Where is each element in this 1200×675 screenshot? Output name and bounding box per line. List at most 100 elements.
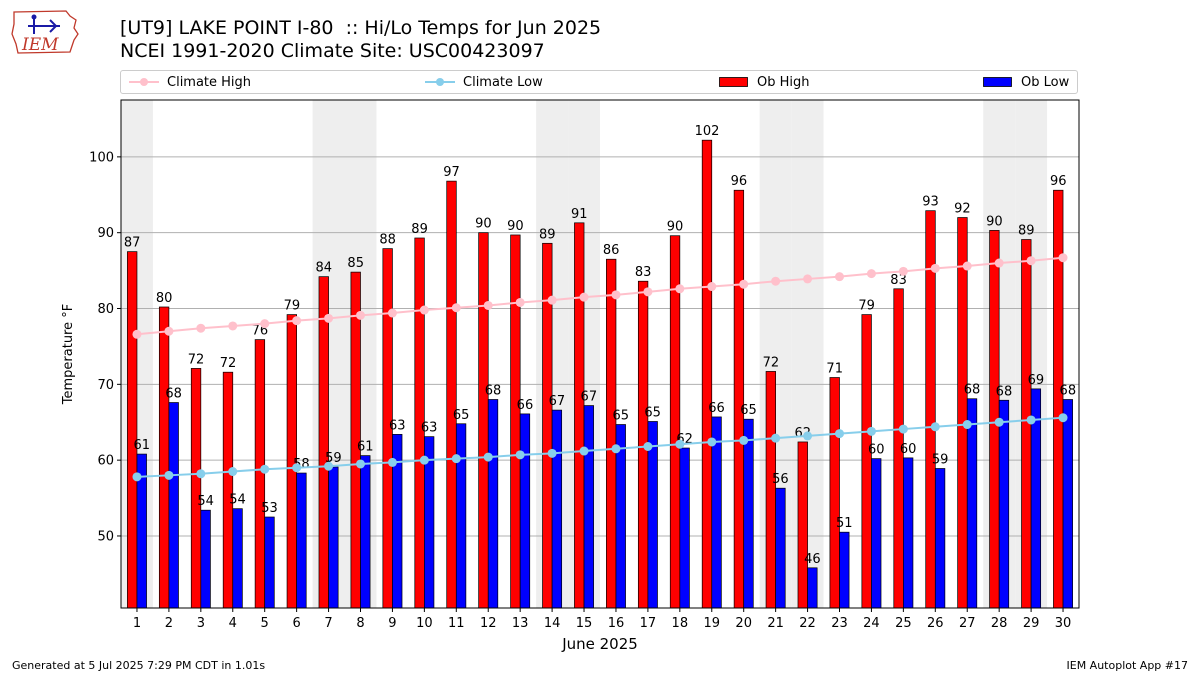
ob-low-bar <box>871 458 882 609</box>
x-tick-label: 17 <box>640 616 657 631</box>
ob-low-value-label: 56 <box>772 472 789 487</box>
ob-high-bar <box>957 217 968 609</box>
legend-item-climate-low: Climate Low <box>425 71 543 93</box>
x-tick-label: 5 <box>261 616 269 631</box>
ob-high-value-label: 83 <box>635 265 652 280</box>
x-tick-label: 30 <box>1055 616 1072 631</box>
ob-high-value-label: 88 <box>379 233 396 248</box>
ob-high-bar <box>446 180 457 609</box>
ob-high-bar <box>861 314 872 609</box>
climate-low-point <box>451 454 461 464</box>
ob-low-value-label: 54 <box>229 493 246 508</box>
climate-low-point <box>1026 415 1036 425</box>
climate-high-point <box>483 300 493 310</box>
ob-high-value-label: 79 <box>284 299 301 314</box>
climate-low-line-icon <box>425 78 455 86</box>
iowa-outline-shape <box>11 10 79 54</box>
climate-high-point <box>515 297 525 307</box>
climate-low-point <box>356 459 365 469</box>
y-tick-label: 70 <box>97 378 114 393</box>
chart-subtitle: NCEI 1991-2020 Climate Site: USC00423097 <box>120 40 545 62</box>
y-tick-label: 90 <box>97 226 114 241</box>
ob-low-value-label: 67 <box>549 394 566 409</box>
x-tick-label: 12 <box>480 616 497 631</box>
ob-low-bar <box>168 402 179 609</box>
climate-low-point <box>324 461 334 471</box>
logo-text: IEM <box>21 35 59 55</box>
climate-high-point <box>451 303 461 313</box>
x-tick-label: 20 <box>735 616 752 631</box>
climate-high-point <box>771 276 781 286</box>
climate-high-point <box>196 323 206 333</box>
ob-high-bar <box>765 371 776 609</box>
ob-high-bar <box>829 377 840 609</box>
climate-high-point <box>547 295 557 305</box>
ob-low-bar <box>966 398 978 609</box>
x-tick-label: 6 <box>292 616 300 631</box>
y-axis-label: Temperature °F <box>61 304 76 405</box>
ob-high-bar <box>701 139 713 609</box>
ob-low-value-label: 65 <box>740 403 757 418</box>
ob-high-value-label: 72 <box>763 355 780 370</box>
climate-low-point <box>387 457 397 467</box>
climate-high-point <box>994 258 1004 268</box>
ob-high-value-label: 72 <box>188 352 205 367</box>
x-tick-label: 25 <box>895 616 912 631</box>
ob-high-value-label: 90 <box>475 217 492 232</box>
climate-high-point <box>260 319 270 329</box>
x-tick-label: 19 <box>703 616 720 631</box>
climate-low-point <box>739 435 749 445</box>
ob-low-bar <box>775 487 786 609</box>
climate-high-point <box>962 261 972 271</box>
ob-low-value-label: 51 <box>836 516 853 531</box>
climate-high-point <box>611 290 621 300</box>
y-tick-label: 80 <box>97 302 114 317</box>
y-tick-label: 100 <box>89 150 114 165</box>
climate-low-line <box>136 416 1064 478</box>
climate-low-point <box>228 467 238 477</box>
ob-high-value-label: 89 <box>539 227 556 242</box>
y-tick-label: 60 <box>97 454 114 469</box>
climate-high-point <box>930 263 940 273</box>
ob-low-bar <box>551 409 563 609</box>
ob-low-bar <box>328 466 339 609</box>
plot-frame <box>120 99 1080 609</box>
climate-low-point <box>483 452 493 462</box>
climate-high-point <box>164 326 174 336</box>
generated-timestamp: Generated at 5 Jul 2025 7:29 PM CDT in 1… <box>12 659 266 672</box>
x-tick-label: 18 <box>672 616 689 631</box>
x-tick-label: 2 <box>165 616 173 631</box>
climate-low-point <box>515 450 525 460</box>
climate-high-point <box>803 274 813 284</box>
ob-low-value-label: 68 <box>1060 383 1077 398</box>
climate-high-point <box>228 321 238 331</box>
climate-low-point <box>962 420 972 430</box>
ob-high-bar <box>127 251 138 609</box>
ob-high-value-label: 90 <box>986 214 1003 229</box>
ob-high-value-label: 97 <box>443 165 460 180</box>
ob-high-bar <box>318 276 329 609</box>
ob-low-bar <box>455 423 467 609</box>
ob-high-value-label: 87 <box>124 236 141 251</box>
ob-high-bar <box>190 368 202 609</box>
climate-high-point <box>579 292 589 302</box>
climate-high-point <box>707 282 717 292</box>
ob-high-bar <box>158 306 170 609</box>
ob-low-bar <box>200 509 211 609</box>
ob-high-value-label: 102 <box>695 124 720 139</box>
legend-label: Climate High <box>167 74 252 90</box>
legend-label: Climate Low <box>463 74 543 90</box>
ob-high-bar <box>1053 189 1064 609</box>
climate-low-point <box>994 417 1004 427</box>
climate-low-point <box>803 431 813 441</box>
ob-low-value-label: 68 <box>996 384 1013 399</box>
climate-high-point <box>739 279 749 289</box>
climate-low-point <box>579 446 589 456</box>
ob-low-bar <box>934 468 946 609</box>
app-id-label: IEM Autoplot App #17 <box>1066 659 1189 672</box>
x-tick-label: 8 <box>356 616 364 631</box>
ob-high-bar <box>478 232 489 609</box>
climate-high-line <box>136 256 1064 336</box>
ob-high-value-label: 79 <box>858 299 875 314</box>
